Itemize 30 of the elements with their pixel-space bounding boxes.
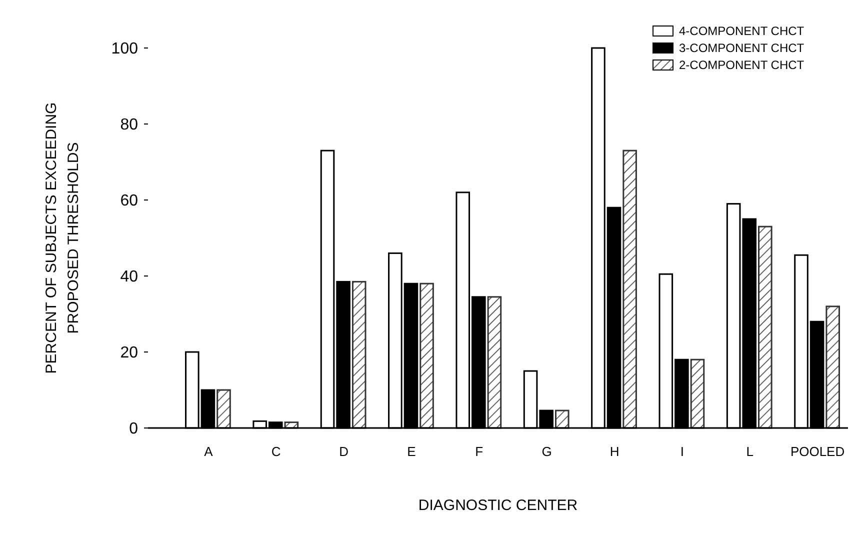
x-tick-label: D [339, 444, 349, 459]
bar [826, 306, 840, 429]
bar [420, 282, 434, 429]
legend-label: 4-COMPONENT CHCT [679, 24, 805, 38]
x-tick-label: I [680, 444, 684, 459]
bar [216, 389, 231, 429]
y-tick-label: 20 [120, 344, 138, 362]
bar [487, 296, 502, 429]
y-axis-title: PERCENT OF SUBJECTS EXCEEDING PROPOSED THRESHOLDS [43, 102, 82, 374]
x-tick-label: C [271, 444, 281, 459]
bar [622, 150, 637, 429]
y-tick-label: 60 [120, 192, 138, 210]
y-tick-label: 80 [120, 116, 138, 134]
y-tick-label: 0 [129, 420, 138, 438]
legend-label: 2-COMPONENT CHCT [679, 58, 805, 72]
y-tick-label: 100 [111, 40, 138, 58]
bar [554, 410, 570, 429]
x-tick-label: POOLED [790, 444, 845, 459]
x-tick-label: L [746, 444, 754, 459]
bar [758, 226, 772, 429]
x-tick-label: F [475, 444, 484, 459]
bar [352, 280, 366, 429]
bar [690, 358, 705, 429]
x-tick-label: H [610, 444, 620, 459]
x-tick-label: E [407, 444, 416, 459]
y-tick-label: 40 [120, 268, 138, 286]
x-tick-label: G [542, 444, 552, 459]
x-tick-label: A [204, 444, 214, 459]
x-axis-title: DIAGNOSTIC CENTER [418, 497, 578, 514]
legend-label: 3-COMPONENT CHCT [679, 41, 805, 56]
